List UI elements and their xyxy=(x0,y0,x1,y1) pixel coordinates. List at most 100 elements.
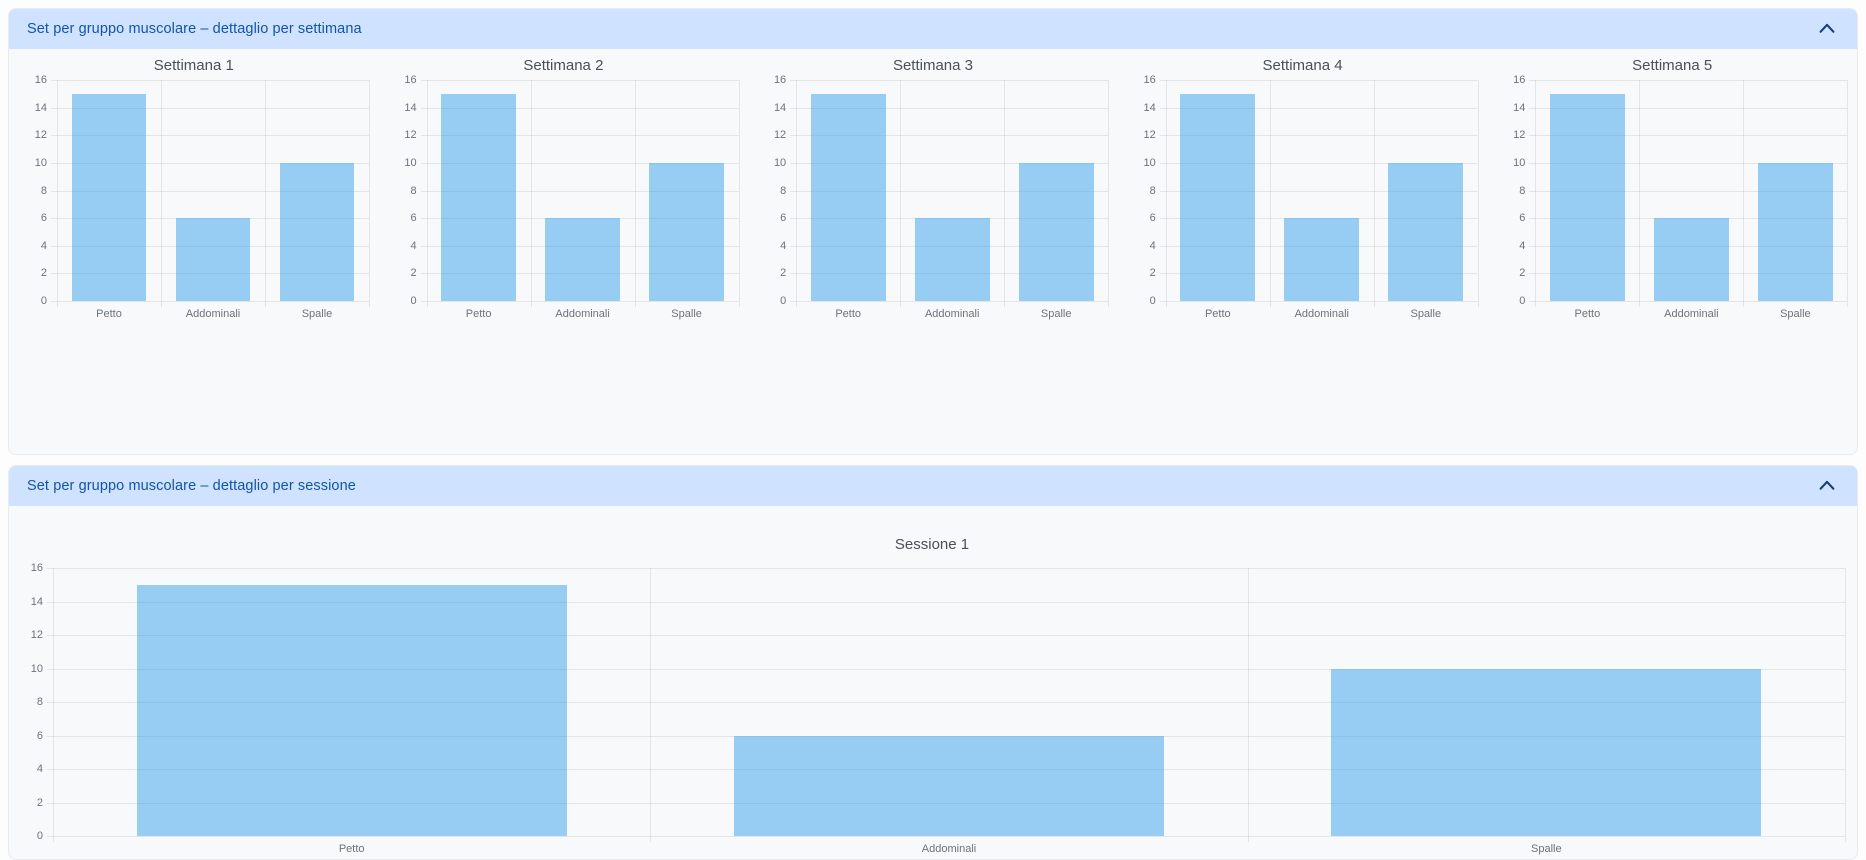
gridline-vertical xyxy=(634,80,636,301)
y-axis-tickmark xyxy=(51,135,57,137)
bar-chart-settimana-5: Settimana 5 0 2 4 6 8 10 12 14 16 Petto Addominali S… xyxy=(1487,49,1857,339)
x-axis-category-label: Petto xyxy=(1574,308,1601,320)
y-axis-tick-label: 10 xyxy=(30,662,43,675)
y-axis-tick-label: 10 xyxy=(34,156,47,169)
y-axis-tickmark xyxy=(420,190,427,192)
bar-spalle xyxy=(649,162,725,301)
x-axis-tickmark xyxy=(265,301,266,307)
gridline-horizontal xyxy=(53,836,1845,837)
x-axis-tickmark xyxy=(1004,301,1006,307)
gridline-vertical xyxy=(1845,568,1846,836)
bar-spalle xyxy=(279,162,355,301)
gridline-vertical xyxy=(1847,80,1849,301)
gridline-vertical xyxy=(1743,80,1745,301)
y-axis-tick-label: 10 xyxy=(404,156,417,169)
chart-title: Settimana 1 xyxy=(153,57,234,74)
gridline-vertical xyxy=(1639,80,1641,301)
y-axis-tickmark xyxy=(420,218,427,220)
y-axis-tick-label: 8 xyxy=(780,184,787,197)
x-axis-tickmark xyxy=(650,836,652,842)
gridline-vertical xyxy=(1247,568,1249,836)
x-axis-category-label: Addominali xyxy=(555,308,610,320)
y-axis-tick-label: 8 xyxy=(1519,184,1526,197)
y-axis-tickmark xyxy=(51,218,57,220)
gridline-vertical xyxy=(369,80,370,301)
y-axis-tickmark xyxy=(47,836,53,837)
bar-spalle xyxy=(1757,162,1833,301)
y-axis-tick-label: 6 xyxy=(410,212,417,225)
x-axis-category-label: Spalle xyxy=(671,308,702,320)
bar-spalle xyxy=(1018,162,1094,301)
y-axis-tickmark xyxy=(47,769,53,770)
y-axis-tick-label: 8 xyxy=(36,696,43,708)
y-axis-tick-label: 16 xyxy=(30,562,43,574)
bar-chart-settimana-2: Settimana 2 0 2 4 6 8 10 12 14 16 Petto Addominali S… xyxy=(379,49,749,339)
x-axis-tickmark xyxy=(161,301,162,307)
y-axis-tickmark xyxy=(1529,245,1536,247)
y-axis-tick-label: 10 xyxy=(1143,156,1156,169)
plot-area xyxy=(796,80,1110,302)
gridline-vertical xyxy=(1108,80,1110,301)
x-axis-category-label: Spalle xyxy=(301,308,333,320)
y-axis-tick-label: 14 xyxy=(1143,101,1156,114)
panel-session-sets: Set per gruppo muscolare – dettaglio per… xyxy=(8,465,1858,860)
y-axis-tick-label: 2 xyxy=(410,267,417,280)
gridline-horizontal xyxy=(796,301,1109,302)
gridline-horizontal xyxy=(796,190,1109,192)
gridline-horizontal xyxy=(796,162,1109,164)
session-chart-row: Sessione 1 0 2 4 6 8 10 12 14 16 Petto Addominali Sp… xyxy=(9,506,1857,859)
x-axis-category-label: Petto xyxy=(96,308,122,320)
x-axis-tickmark xyxy=(1639,301,1641,307)
chart-title: Settimana 4 xyxy=(1262,57,1343,74)
gridline-horizontal xyxy=(1535,162,1848,164)
gridline-horizontal xyxy=(796,80,1109,81)
chevron-up-icon[interactable] xyxy=(1815,474,1839,498)
gridline-horizontal xyxy=(1535,135,1848,137)
y-axis-tick-label: 12 xyxy=(773,129,787,142)
gridline-vertical xyxy=(650,568,652,836)
bar-petto xyxy=(1180,93,1256,301)
panel-session-header[interactable]: Set per gruppo muscolare – dettaglio per… xyxy=(9,466,1857,506)
gridline-horizontal xyxy=(57,301,369,302)
y-axis-tick-label: 12 xyxy=(34,129,47,142)
gridline-horizontal xyxy=(57,162,369,164)
x-axis-tickmark xyxy=(1269,301,1271,307)
x-axis-tickmark xyxy=(530,301,532,307)
gridline-vertical xyxy=(738,80,740,301)
y-axis-tickmark xyxy=(420,301,427,302)
y-axis-tick-label: 2 xyxy=(40,267,47,280)
weekly-charts-row: Settimana 1 0 2 4 6 8 10 12 14 16 Petto Addominali S… xyxy=(9,49,1857,454)
panel-weekly-header[interactable]: Set per gruppo muscolare – dettaglio per… xyxy=(9,9,1857,49)
y-axis-tickmark xyxy=(1159,301,1166,302)
chevron-up-icon[interactable] xyxy=(1815,17,1839,41)
y-axis-tick-label: 6 xyxy=(780,212,787,225)
y-axis-tickmark xyxy=(47,635,53,636)
y-axis-tick-label: 2 xyxy=(36,796,43,809)
bar-petto xyxy=(810,93,886,301)
y-axis-tickmark xyxy=(51,80,57,81)
y-axis-tick-label: 0 xyxy=(410,295,417,307)
y-axis-tickmark xyxy=(1159,245,1166,247)
x-axis-tickmark xyxy=(1108,301,1110,307)
gridline-vertical xyxy=(900,80,902,301)
y-axis-tick-label: 0 xyxy=(40,295,47,307)
y-axis-tick-label: 16 xyxy=(34,74,47,86)
y-axis-tickmark xyxy=(51,162,57,164)
y-axis-tickmark xyxy=(790,273,797,275)
x-axis-category-label: Spalle xyxy=(1780,308,1811,320)
y-axis-tickmark xyxy=(1529,80,1536,81)
y-axis-tick-label: 4 xyxy=(40,239,47,252)
x-axis-category-label: Petto xyxy=(465,308,492,320)
gridline-horizontal xyxy=(426,107,739,109)
x-axis-tickmark xyxy=(1165,301,1167,307)
x-axis-tickmark xyxy=(1535,301,1537,307)
x-axis-tickmark xyxy=(1743,301,1745,307)
y-axis-tickmark xyxy=(1529,273,1536,275)
gridline-vertical xyxy=(1535,80,1537,301)
panel-weekly-title: Set per gruppo muscolare – dettaglio per… xyxy=(27,21,362,37)
x-axis-tickmark xyxy=(1477,301,1479,307)
y-axis-tick-label: 8 xyxy=(1149,184,1156,197)
x-axis-category-label: Spalle xyxy=(1531,843,1562,855)
gridline-horizontal xyxy=(1165,301,1478,302)
